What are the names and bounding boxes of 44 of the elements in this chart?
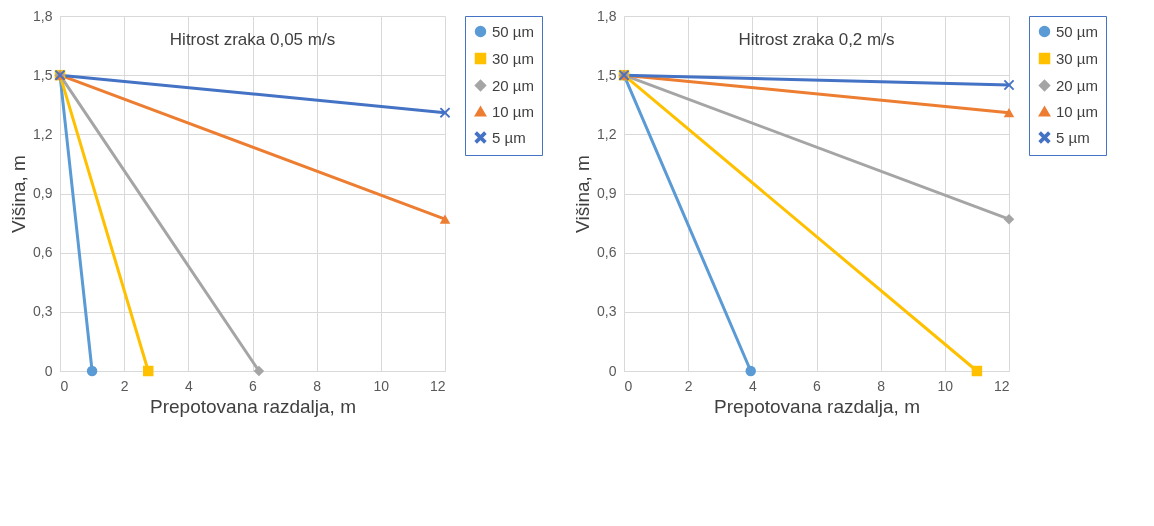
x-tick-label: 8 (313, 377, 322, 394)
x-tick-label: 12 (429, 377, 446, 394)
x-axis-title: Prepotovana razdalja, m (714, 395, 920, 417)
x-tick-label: 12 (993, 377, 1010, 394)
legend-label: 50 µm (1056, 22, 1098, 40)
legend-label: 20 µm (1056, 76, 1098, 94)
y-tick-label: 0,3 (597, 303, 617, 320)
y-tick-label: 0,9 (33, 185, 53, 201)
y-tick-label: 1,2 (33, 125, 53, 142)
legend-label: 5 µm (492, 128, 526, 146)
x-tick-label: 10 (937, 377, 954, 394)
x-tick-label: 2 (120, 377, 129, 394)
y-tick-label: 0 (608, 362, 617, 379)
y-tick-label: 0 (44, 362, 53, 379)
y-tick-label: 0,3 (33, 303, 53, 320)
y-axis-title: Višina, m (8, 155, 30, 233)
y-tick-label: 1,8 (33, 7, 53, 24)
y-axis-title: Višina, m (572, 155, 594, 233)
x-tick-label: 0 (624, 377, 633, 394)
legend-label: 5 µm (1056, 128, 1090, 146)
legend-label: 20 µm (492, 76, 534, 94)
y-tick-label: 1,5 (33, 66, 53, 83)
x-tick-label: 10 (373, 377, 390, 394)
y-tick-label: 1,8 (597, 7, 617, 24)
y-tick-label: 0,6 (597, 244, 617, 261)
x-tick-label: 0 (60, 377, 69, 394)
x-tick-label: 6 (813, 377, 822, 394)
text: Hitrost zraka 0,05 m/s (169, 30, 336, 49)
legend-label: 10 µm (492, 102, 534, 120)
x-tick-label: 2 (684, 377, 693, 394)
x-tick-label: 4 (748, 377, 757, 394)
legend-label: 50 µm (492, 22, 534, 40)
legend-label: 30 µm (492, 49, 534, 67)
y-tick-label: 1,5 (597, 66, 617, 83)
y-tick-label: 1,2 (597, 125, 617, 142)
x-axis-title: Prepotovana razdalja, m (150, 395, 356, 417)
y-tick-label: 0,9 (597, 185, 617, 201)
legend-label: 30 µm (1056, 49, 1098, 67)
x-tick-label: 4 (184, 377, 193, 394)
y-tick-label: 0,6 (33, 244, 53, 261)
x-tick-label: 8 (877, 377, 886, 394)
legend-label: 10 µm (1056, 102, 1098, 120)
text: Hitrost zraka 0,2 m/s (738, 30, 895, 49)
x-tick-label: 6 (249, 377, 258, 394)
